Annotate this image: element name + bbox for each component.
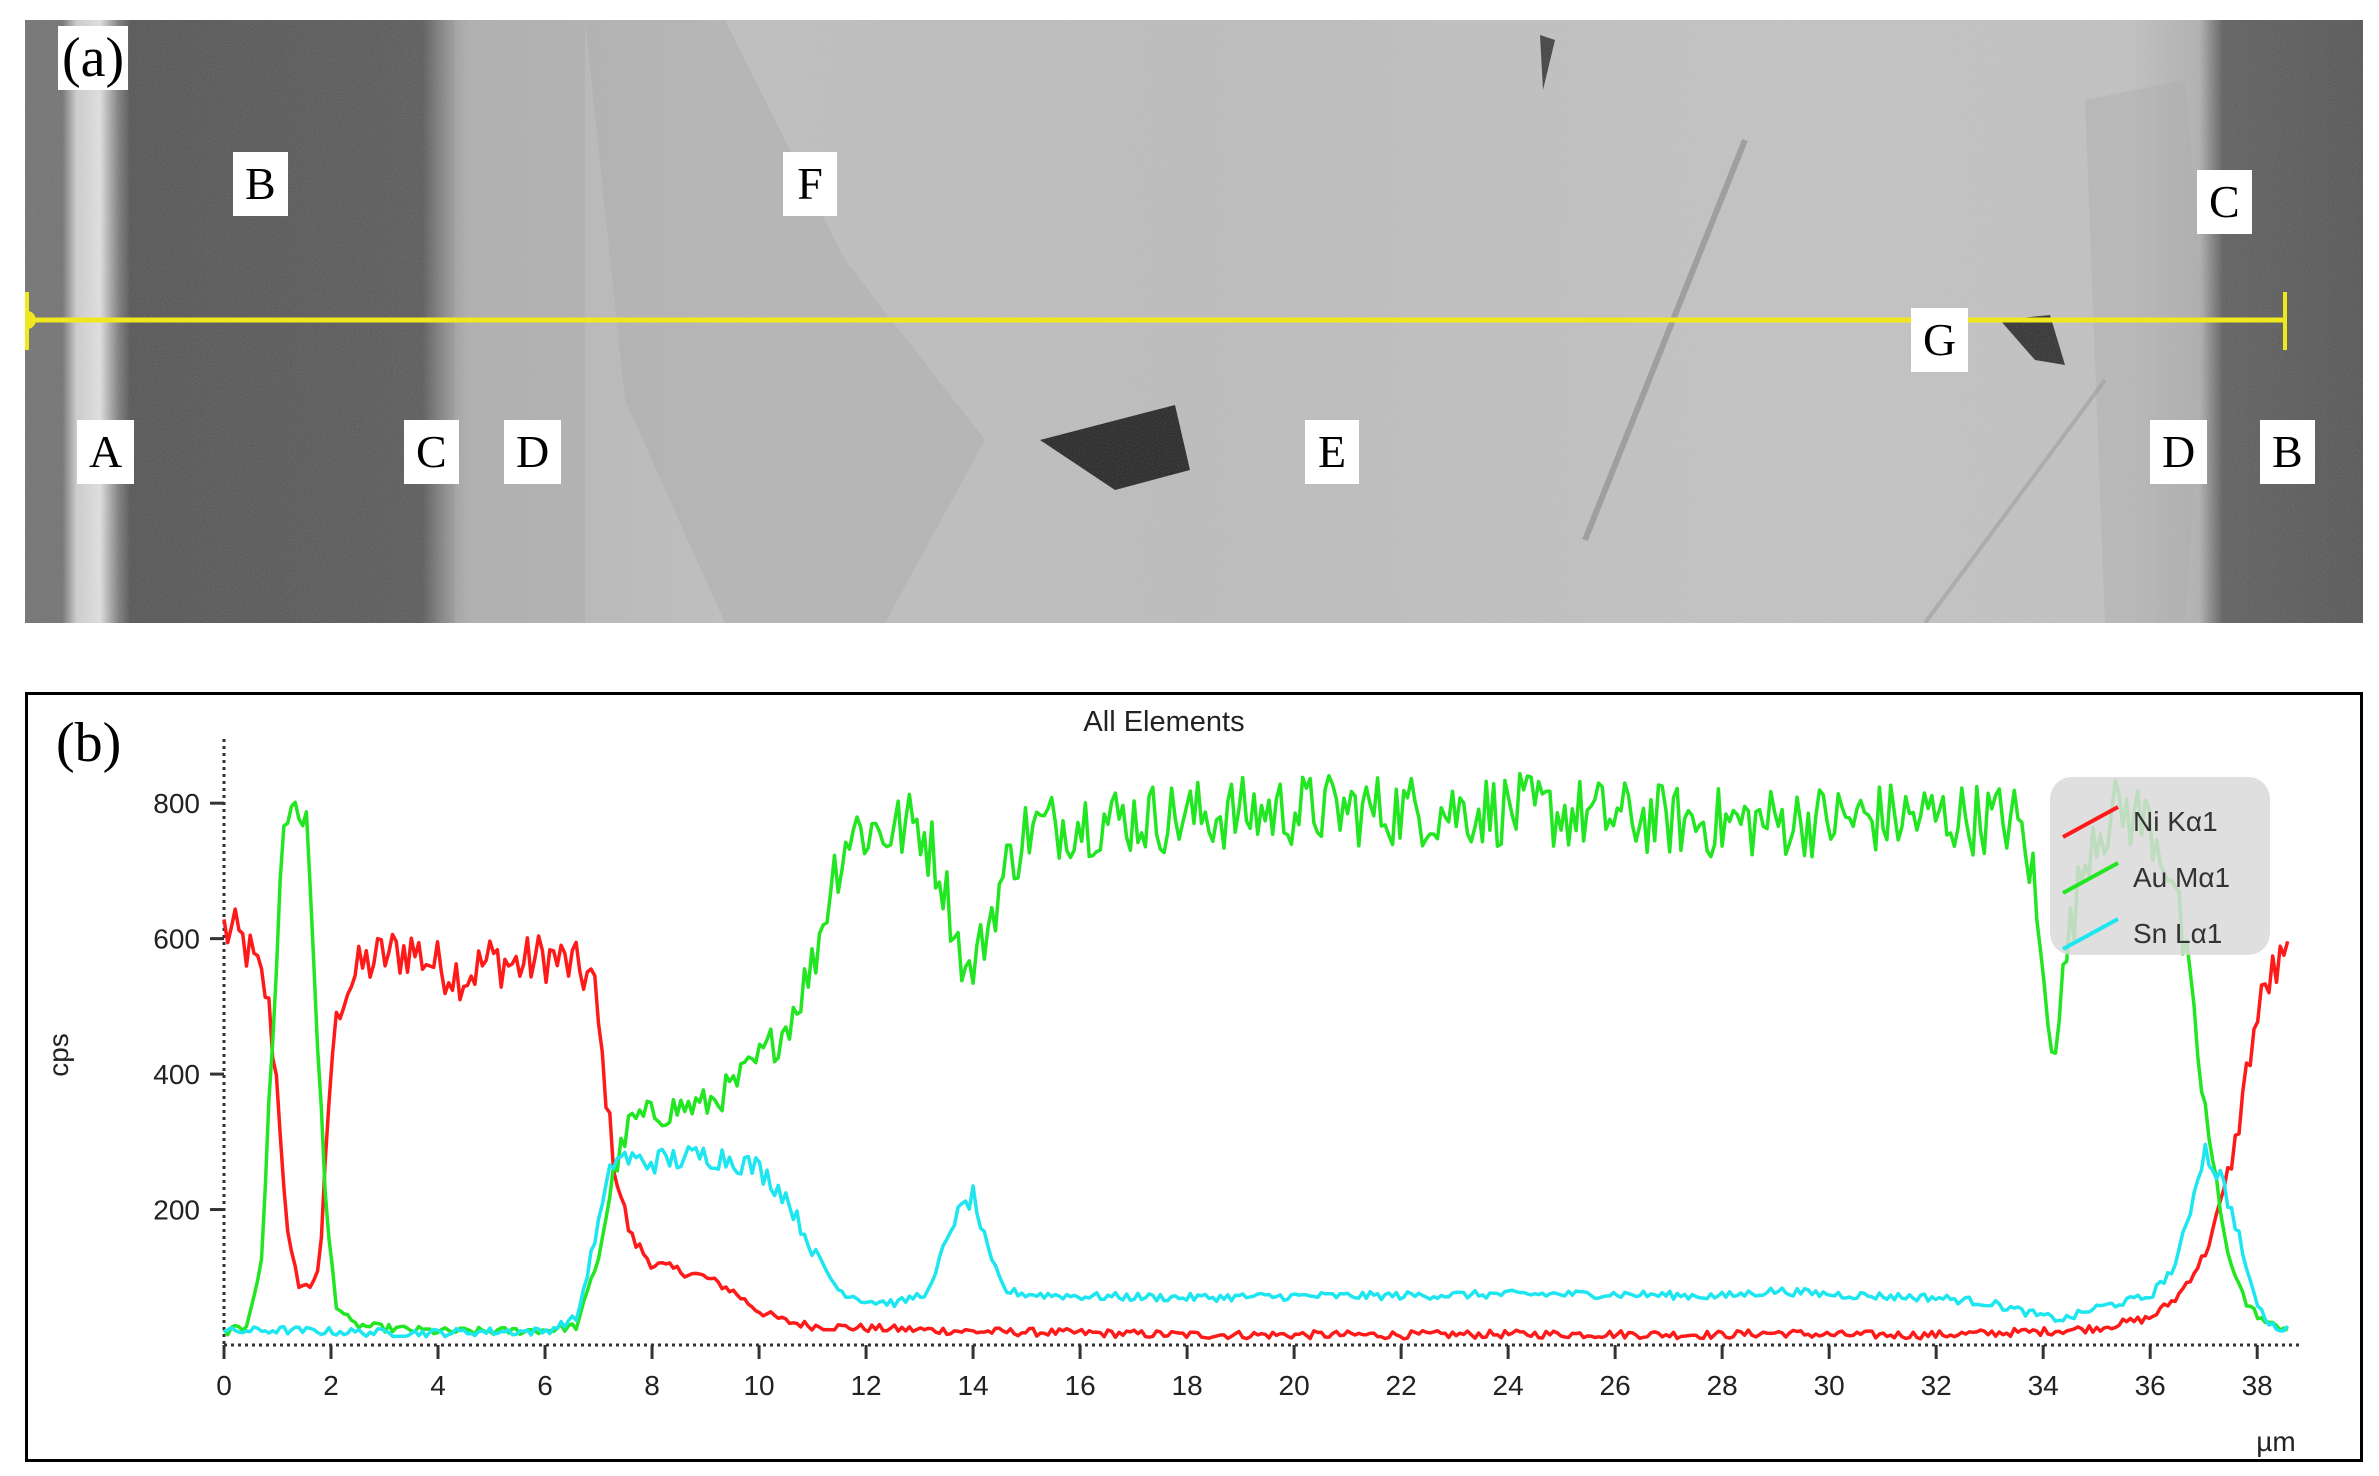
line-scan-chart: (b) All Elements cps µm 0 2 4 6 8 10 12 14 16 18 2… — [43, 706, 2300, 1457]
label-c-right: C — [2197, 170, 2252, 234]
x-tick-label: 10 — [743, 1370, 774, 1401]
x-tick-label: 16 — [1065, 1370, 1096, 1401]
sem-image — [25, 20, 2363, 623]
legend-label-1: Au Mα1 — [2133, 862, 2230, 893]
x-tick-label: 20 — [1279, 1370, 1310, 1401]
x-tick-label: 24 — [1493, 1370, 1524, 1401]
sem-micrograph-panel: (a) A B C D F E G C D B — [25, 20, 2363, 623]
chart-title: All Elements — [1083, 706, 1244, 738]
x-tick-label: 12 — [850, 1370, 881, 1401]
x-tick-label: 34 — [2028, 1370, 2059, 1401]
x-tick-label: 4 — [430, 1370, 446, 1401]
axes: 0 2 4 6 8 10 12 14 16 18 20 22 24 26 28 30 32 34 36 3820040… — [153, 739, 2300, 1401]
legend-label-2: Sn Lα1 — [2133, 918, 2222, 949]
label-d-left: D — [504, 420, 562, 484]
x-tick-label: 0 — [216, 1370, 232, 1401]
label-b-left: B — [233, 152, 288, 216]
legend-swatch-2 — [2062, 917, 2119, 951]
label-d-right: D — [2150, 420, 2208, 484]
x-tick-label: 6 — [537, 1370, 553, 1401]
legend-box — [2050, 777, 2270, 955]
legend-swatch-1 — [2062, 861, 2119, 895]
legend-swatch-0 — [2062, 805, 2119, 839]
x-tick-label: 18 — [1172, 1370, 1203, 1401]
y-tick-label: 600 — [153, 924, 200, 955]
label-e: E — [1305, 420, 1359, 484]
y-tick-label: 400 — [153, 1059, 200, 1090]
label-b-right: B — [2260, 420, 2315, 484]
series-line-1 — [222, 771, 2289, 1337]
series-line-2 — [223, 1142, 2290, 1339]
y-axis-label: cps — [43, 1033, 74, 1077]
legend-label-0: Ni Kα1 — [2133, 806, 2218, 837]
panel-tag-b: (b) — [56, 712, 121, 774]
x-tick-label: 32 — [1921, 1370, 1952, 1401]
x-tick-label: 38 — [2242, 1370, 2273, 1401]
x-tick-label: 30 — [1814, 1370, 1845, 1401]
y-tick-label: 800 — [153, 788, 200, 819]
x-tick-label: 28 — [1707, 1370, 1738, 1401]
legend: Ni Kα1 Au Mα1 Sn Lα1 — [2050, 777, 2270, 955]
series-layer — [222, 771, 2290, 1341]
panel-tag: (a) — [58, 26, 129, 90]
x-tick-label: 36 — [2135, 1370, 2166, 1401]
x-tick-label: 14 — [957, 1370, 988, 1401]
x-axis-label: µm — [2256, 1426, 2295, 1457]
x-tick-label: 8 — [644, 1370, 660, 1401]
y-tick-label: 200 — [153, 1195, 200, 1226]
label-a: A — [77, 420, 135, 484]
label-g: G — [1911, 308, 1969, 372]
x-tick-label: 26 — [1600, 1370, 1631, 1401]
x-tick-label: 2 — [323, 1370, 339, 1401]
label-c-left: C — [404, 420, 459, 484]
series-line-0 — [222, 907, 2290, 1341]
label-f: F — [783, 152, 837, 216]
x-tick-label: 22 — [1386, 1370, 1417, 1401]
line-scan-chart-panel: (b) All Elements cps µm 0 2 4 6 8 10 12 14 16 18 2… — [25, 692, 2363, 1462]
